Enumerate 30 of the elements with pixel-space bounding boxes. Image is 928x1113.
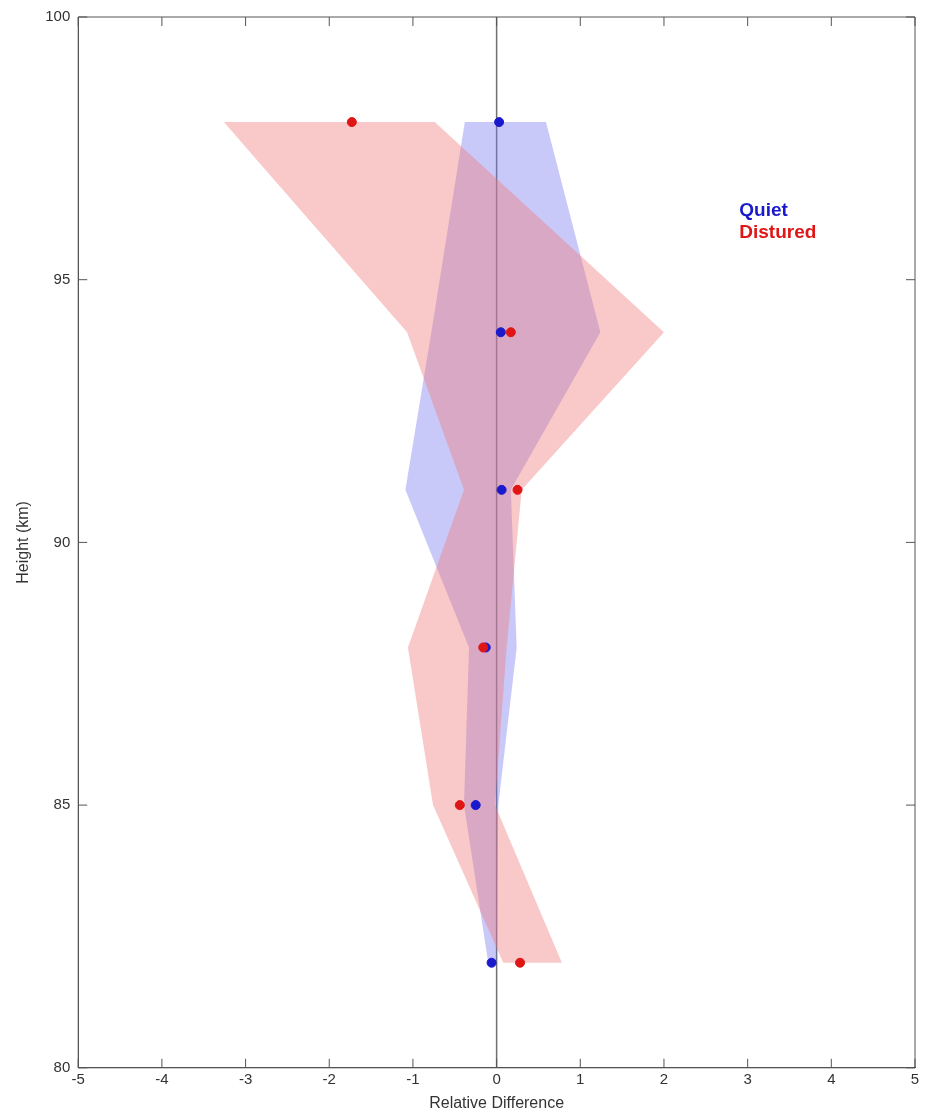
x-tick-label: -1 <box>406 1069 420 1087</box>
point <box>494 117 505 128</box>
x-tick-label: 0 <box>492 1069 501 1087</box>
y-tick-label: 95 <box>53 269 71 287</box>
point <box>512 484 523 495</box>
point <box>505 327 516 338</box>
y-axis-title: Height (km) <box>14 501 32 584</box>
x-tick-label: -2 <box>322 1069 336 1087</box>
x-tick-label: -3 <box>238 1069 253 1087</box>
point <box>515 957 526 968</box>
y-tick-label: 100 <box>45 7 71 25</box>
x-tick-label: 1 <box>576 1069 585 1087</box>
point <box>470 800 481 811</box>
point <box>486 957 497 968</box>
text: Distured <box>739 220 817 242</box>
x-tick-label: 2 <box>659 1069 669 1087</box>
y-tick-label: 80 <box>53 1057 71 1075</box>
point <box>454 800 465 811</box>
point <box>346 117 357 128</box>
x-tick-label: 4 <box>827 1069 836 1087</box>
y-tick-label: 85 <box>53 795 71 813</box>
x-tick-label: -5 <box>71 1069 85 1087</box>
x-axis-title: Relative Difference <box>429 1093 565 1111</box>
point <box>495 327 506 338</box>
x-tick-label: -4 <box>155 1069 169 1087</box>
x-tick-label: 5 <box>910 1069 920 1087</box>
text: Quiet <box>739 198 789 220</box>
point <box>496 484 507 495</box>
y-tick-label: 90 <box>53 532 71 550</box>
x-tick-label: 3 <box>743 1069 752 1087</box>
